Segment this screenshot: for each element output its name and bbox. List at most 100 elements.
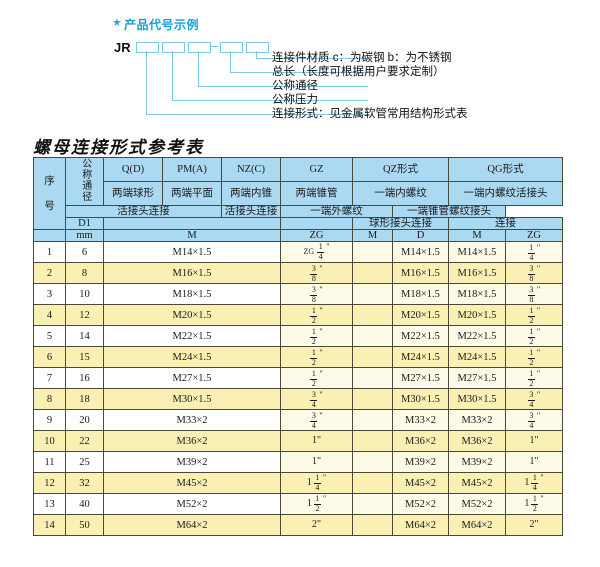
- leader-h-2: [172, 100, 368, 101]
- cell-qz-m: [352, 283, 393, 306]
- cell-qz-d: M20×1.5: [392, 304, 449, 327]
- table-row: 8 18 M30×1.5 3 4 " M30×1.5 M30×1.5 3 4 ": [33, 388, 564, 411]
- cell-dn: 20: [65, 409, 104, 432]
- cell-qg-zg: 1 2 ": [504, 304, 564, 327]
- table-row: 4 12 M20×1.5 1 2 " M20×1.5 M20×1.5 1 2 ": [33, 304, 564, 327]
- header-desc-qz: 一端内螺纹: [352, 180, 449, 207]
- header-desc-qg: 一端内螺纹活接头: [447, 180, 564, 207]
- header-row-codes: 序 号 公称通径 Q(D) PM(A) NZ(C) GZ QZ形式 QG形式: [33, 156, 564, 231]
- cell-gz-zg: 3 4 ": [280, 388, 353, 411]
- code-box-3: [188, 42, 211, 53]
- code-separator-dash: [211, 46, 218, 47]
- table-row: 14 50 M64×2 2" M64×2 M64×2 2": [33, 514, 564, 537]
- table-row: 1 6 M14×1.5 ZG 1 4 " M14×1.5 M14×1.5 1 4 ": [33, 241, 564, 264]
- cell-seq: 1: [33, 241, 66, 264]
- cell-qz-d: M52×2: [392, 493, 449, 516]
- cell-m-left: M16×1.5: [103, 262, 281, 285]
- header-desc3-left: [103, 217, 281, 231]
- header-group-pma: PM(A): [162, 157, 222, 182]
- header-dn-vertical: 公称通径: [65, 156, 104, 207]
- cell-dn: 10: [65, 283, 104, 306]
- header-unit-m-left: M: [103, 229, 281, 243]
- code-box-4: [220, 42, 243, 53]
- header-group-qz: QZ形式: [352, 157, 449, 182]
- code-label-diameter: 公称通径: [272, 80, 318, 92]
- cell-m-left: M18×1.5: [103, 283, 281, 306]
- cell-qz-d: M27×1.5: [392, 367, 449, 390]
- cell-seq: 4: [33, 304, 66, 327]
- header-group-qg: QG形式: [447, 157, 564, 182]
- cell-qg-zg: 3 4 ": [504, 388, 564, 411]
- cell-qg-m: M45×2: [448, 472, 506, 495]
- cell-seq: 5: [33, 325, 66, 348]
- cell-qg-m: M16×1.5: [448, 262, 506, 285]
- code-label-pressure: 公称压力: [272, 94, 318, 106]
- cell-qg-m: M27×1.5: [448, 367, 506, 390]
- cell-qg-zg: 3 8 ": [504, 283, 564, 306]
- cell-dn: 25: [65, 451, 104, 474]
- table-row: 11 25 M39×2 1" M39×2 M39×2 1": [33, 451, 564, 474]
- cell-qz-d: M24×1.5: [392, 346, 449, 369]
- leader-v-5: [256, 51, 257, 58]
- header-unit-d-qz: D: [392, 229, 449, 243]
- cell-m-left: M36×2: [103, 430, 281, 453]
- cell-dn: 12: [65, 304, 104, 327]
- leader-v-1: [146, 51, 147, 114]
- cell-qz-d: M30×1.5: [392, 388, 449, 411]
- header-unit-zg-qg: ZG: [504, 229, 564, 243]
- cell-dn: 32: [65, 472, 104, 495]
- cell-qz-m: [352, 430, 393, 453]
- table-row: 5 14 M22×1.5 1 2 " M22×1.5 M22×1.5 1 2 ": [33, 325, 564, 348]
- header-unit-seq: [33, 229, 66, 243]
- header-desc3-qz: 球形接头连接: [352, 217, 449, 231]
- table-row: 13 40 M52×2 1 1 2 " M52×2 M52×2 1 1 2 ": [33, 493, 564, 516]
- cell-seq: 13: [33, 493, 66, 516]
- table-row: 12 32 M45×2 1 1 4 " M45×2 M45×2 1 1 4 ": [33, 472, 564, 495]
- cell-qg-zg: 1 4 ": [504, 241, 564, 264]
- table-row: 10 22 M36×2 1" M36×2 M36×2 1": [33, 430, 564, 453]
- cell-dn: 22: [65, 430, 104, 453]
- cell-qg-m: M33×2: [448, 409, 506, 432]
- cell-qz-m: [352, 472, 393, 495]
- cell-m-left: M14×1.5: [103, 241, 281, 264]
- cell-qz-d: M18×1.5: [392, 283, 449, 306]
- cell-qz-d: M33×2: [392, 409, 449, 432]
- leader-h-5: [256, 58, 368, 59]
- cell-qz-m: [352, 514, 393, 537]
- header-desc3-qg: 连接: [447, 217, 564, 231]
- cell-seq: 11: [33, 451, 66, 474]
- header-desc3-gz: [280, 217, 353, 231]
- cell-qz-m: [352, 304, 393, 327]
- cell-qz-m: [352, 367, 393, 390]
- cell-qz-d: M16×1.5: [392, 262, 449, 285]
- cell-seq: 3: [33, 283, 66, 306]
- cell-dn: 15: [65, 346, 104, 369]
- leader-v-2: [172, 51, 173, 100]
- header-row-units: mm M ZG M D M ZG: [33, 229, 564, 243]
- cell-qz-d: M22×1.5: [392, 325, 449, 348]
- header-seq-line2: 号: [44, 199, 55, 212]
- header-unit-zg-gz: ZG: [280, 229, 353, 243]
- cell-qg-zg: 3 8 ": [504, 262, 564, 285]
- cell-seq: 8: [33, 388, 66, 411]
- cell-gz-zg: 1": [280, 451, 353, 474]
- cell-qz-m: [352, 451, 393, 474]
- header-row-desc2: 活接头连接 活接头连接 一端外螺纹 一端锥管螺纹接头: [34, 205, 563, 219]
- cell-qg-m: M20×1.5: [448, 304, 506, 327]
- cell-m-left: M64×2: [103, 514, 281, 537]
- star-icon: ★: [112, 17, 122, 29]
- table-row: 9 20 M33×2 3 4 " M33×2 M33×2 3 4 ": [33, 409, 564, 432]
- cell-qg-m: M22×1.5: [448, 325, 506, 348]
- cell-gz-zg: 2": [280, 514, 353, 537]
- cell-gz-zg: 1 2 ": [280, 367, 353, 390]
- cell-gz-zg: 3 8 ": [280, 283, 353, 306]
- cell-qg-m: M36×2: [448, 430, 506, 453]
- cell-seq: 7: [33, 367, 66, 390]
- cell-qz-m: [352, 325, 393, 348]
- cell-m-left: M52×2: [103, 493, 281, 516]
- header-desc-pma: 两端平面: [162, 180, 222, 207]
- cell-qz-m: [352, 346, 393, 369]
- nut-connection-spec-table: 序 号 公称通径 Q(D) PM(A) NZ(C) GZ QZ形式 QG形式 两…: [33, 156, 564, 537]
- code-box-2: [162, 42, 185, 53]
- header-group-nzc: NZ(C): [221, 157, 281, 182]
